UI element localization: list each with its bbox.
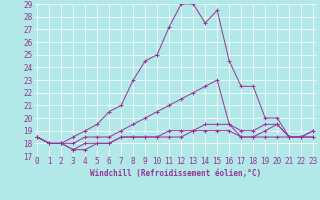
X-axis label: Windchill (Refroidissement éolien,°C): Windchill (Refroidissement éolien,°C) [90,169,261,178]
